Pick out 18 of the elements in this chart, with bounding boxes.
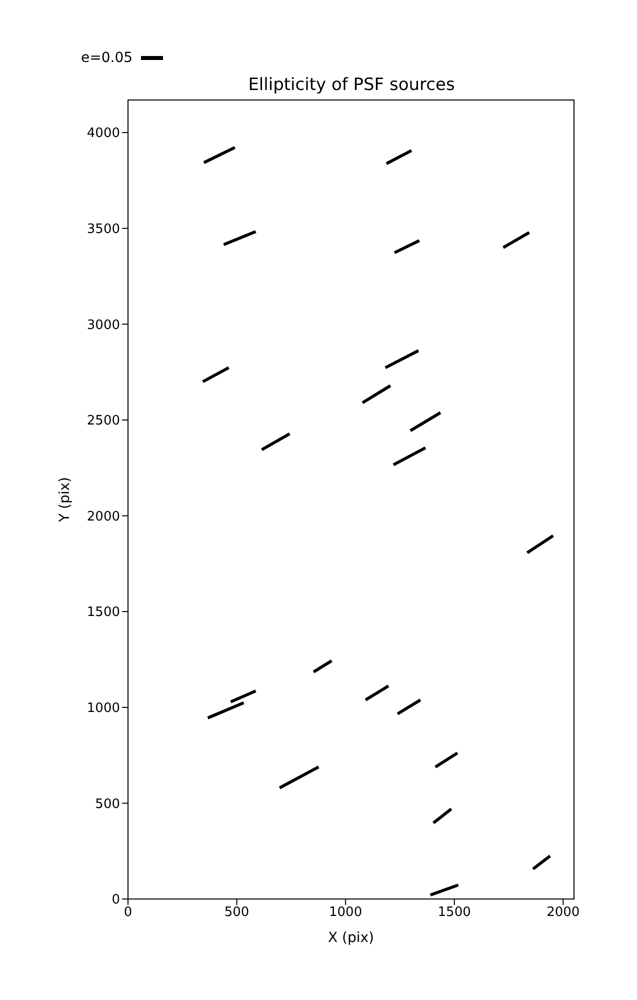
y-tick-label: 1500 — [86, 605, 120, 620]
y-tick-label: 4000 — [86, 126, 120, 142]
x-tick-label: 1000 — [329, 905, 362, 920]
y-tick-label: 500 — [95, 796, 120, 812]
x-tick-label: 2000 — [546, 905, 580, 920]
text: e=0.05 — [81, 50, 133, 66]
y-tick-label: 3000 — [86, 318, 120, 333]
y-tick-label: 2500 — [86, 414, 120, 429]
x-tick-label: 1500 — [438, 905, 471, 920]
y-axis-title: Y (pix) — [56, 477, 73, 523]
x-axis-title: X (pix) — [328, 930, 374, 946]
y-tick-label: 0 — [112, 892, 120, 908]
y-tick-label: 2000 — [86, 509, 120, 524]
x-tick-label: 500 — [224, 905, 250, 920]
y-tick-label: 3500 — [86, 222, 120, 237]
y-tick-label: 1000 — [86, 701, 120, 716]
chart-title: Ellipticity of PSF sources — [247, 75, 456, 95]
x-tick-label: 0 — [124, 905, 132, 920]
